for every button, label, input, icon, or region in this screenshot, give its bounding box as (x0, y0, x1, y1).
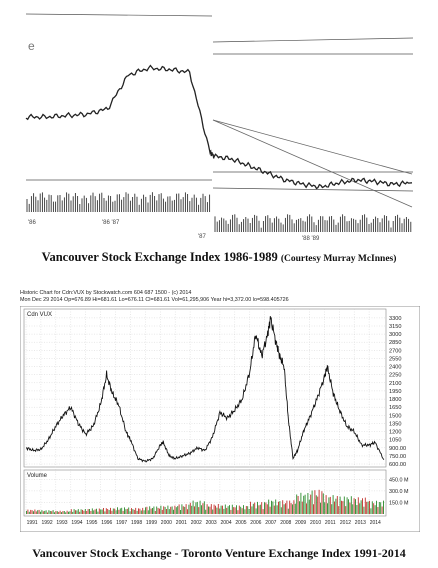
volume-bars-right (214, 214, 412, 232)
price-panel-label: Cdn VUX (27, 312, 52, 318)
volume-panel-label: Volume (27, 473, 48, 479)
y-tick-label: 1050 (389, 438, 401, 444)
year-label: 1995 (86, 520, 97, 526)
year-label: 1994 (71, 520, 82, 526)
stockwatch-header: Historic Chart for Cdn:VUX by Stockwatch… (20, 290, 418, 308)
y-tick-label: 1350 (389, 421, 401, 427)
trendline-lower (212, 119, 413, 208)
year-label: 1996 (101, 520, 112, 526)
year-label: 2003 (206, 520, 217, 526)
year-label: 2010 (310, 520, 321, 526)
y-tick-label: 3300 (389, 316, 401, 322)
year-label: 1997 (116, 520, 127, 526)
stockwatch-header-line2: Mon Dec 29 2014 Op=676.89 Hi=681.61 Lo=6… (20, 296, 289, 303)
year-label: 2013 (355, 520, 366, 526)
y-tick-label: 1950 (389, 389, 401, 395)
y-tick-label: 3150 (389, 324, 401, 330)
vux-price-line (25, 316, 385, 463)
year-label: 2008 (280, 520, 291, 526)
volume-tick-label: 150.0 M (389, 501, 409, 507)
trendline-upper (212, 119, 413, 175)
year-label: 2007 (265, 520, 276, 526)
year-label: 2001 (176, 520, 187, 526)
year-label: 2009 (295, 520, 306, 526)
volume-tick-label: 300.0 M (389, 489, 409, 495)
y-tick-label: 2100 (389, 381, 401, 387)
y-tick-label: 1650 (389, 405, 401, 411)
year-label: 1999 (146, 520, 157, 526)
volume-tick-labels: 450.0 M 300.0 M 150.0 M (389, 477, 409, 506)
right-page (212, 37, 414, 192)
year-label: 1991 (27, 520, 38, 526)
year-labels: 1991 1992 1993 1994 1995 1996 1997 1998 1999 2000… (27, 520, 381, 526)
vux-1991-2014-chart: 3300 3150 3000 2850 2700 2550 2400 2250 2100 1950… (20, 306, 420, 532)
y-tick-label: 2700 (389, 348, 401, 354)
y-tick-label: 2400 (389, 365, 401, 371)
stockwatch-header-line1: Historic Chart for Cdn:VUX by Stockwatch… (20, 290, 192, 296)
year-label: 2000 (161, 520, 172, 526)
y-axis-tick-labels: 3300 3150 3000 2850 2700 2550 2400 2250 2100 1950… (389, 316, 406, 468)
year-label: 2006 (250, 520, 261, 526)
y-tick-label: 3000 (389, 332, 401, 338)
figure1-caption-credit: (Courtesy Murray McInnes) (280, 254, 397, 264)
year-label: 2004 (221, 520, 232, 526)
year-label: 2011 (325, 520, 336, 526)
figure2-caption: Vancouver Stock Exchange - Toronto Ventu… (32, 546, 406, 560)
y-tick-label: 600.00 (389, 462, 406, 468)
x-tick-label: '86 '87 (102, 220, 120, 226)
y-tick-label: 750.00 (389, 454, 406, 460)
year-label: 2014 (370, 520, 381, 526)
volume-bars (26, 489, 384, 514)
y-tick-label: 2550 (389, 357, 401, 363)
year-label: 2002 (191, 520, 202, 526)
volume-bars-left (26, 192, 211, 212)
y-tick-label: 1800 (389, 397, 401, 403)
left-page (25, 13, 213, 181)
vse-index-line (25, 64, 413, 190)
year-label: 1993 (56, 520, 67, 526)
y-tick-label: 1200 (389, 430, 401, 436)
volume-tick-label: 450.0 M (389, 477, 409, 483)
vse-1986-1989-chart: e '86 '86 '87 '87 '88 '89 (12, 2, 426, 247)
y-tick-label: 1500 (389, 413, 401, 419)
figure1-caption: Vancouver Stock Exchange Index 1986-1989… (0, 250, 438, 265)
figure1-caption-title: Vancouver Stock Exchange Index 1986-1989 (41, 250, 278, 264)
x-tick-label: '86 (28, 220, 36, 226)
x-tick-label: '88 '89 (302, 236, 320, 242)
year-gridlines (25, 309, 370, 516)
y-tick-label: 2850 (389, 340, 401, 346)
year-label: 1998 (131, 520, 142, 526)
year-label: 1992 (42, 520, 53, 526)
x-tick-label: '87 (198, 234, 206, 240)
y-tick-label: 900.00 (389, 446, 406, 452)
y-tick-label: 2250 (389, 373, 401, 379)
year-label: 2005 (235, 520, 246, 526)
scan-fragment-letter: e (28, 39, 35, 53)
year-label: 2012 (340, 520, 351, 526)
